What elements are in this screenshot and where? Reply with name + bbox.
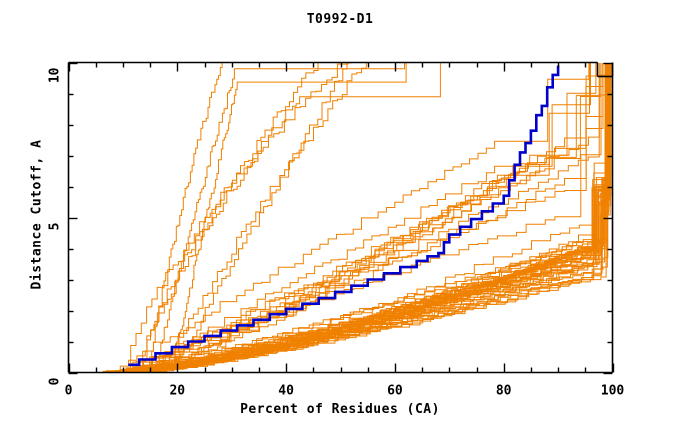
ensemble-curves — [102, 63, 612, 372]
svg-text:0: 0 — [65, 384, 73, 399]
svg-text:5: 5 — [48, 223, 63, 231]
page-title: T0992-D1 — [306, 12, 374, 27]
x-axis-label: Percent of Residues (CA) — [240, 402, 440, 417]
svg-text:40: 40 — [278, 384, 294, 399]
svg-text:100: 100 — [601, 384, 625, 399]
axes-frame — [67, 61, 614, 374]
svg-text:80: 80 — [496, 384, 512, 399]
y-axis-label: Distance Cutoff, A — [29, 139, 45, 290]
axis-ticks — [68, 62, 615, 375]
axis-tick-labels: 0 20 40 60 80 100 0 5 10 — [48, 67, 625, 398]
svg-text:20: 20 — [169, 384, 185, 399]
highlighted-model-curve — [128, 65, 560, 367]
svg-text:10: 10 — [48, 67, 63, 83]
svg-text:0: 0 — [48, 377, 63, 385]
svg-text:60: 60 — [387, 384, 403, 399]
